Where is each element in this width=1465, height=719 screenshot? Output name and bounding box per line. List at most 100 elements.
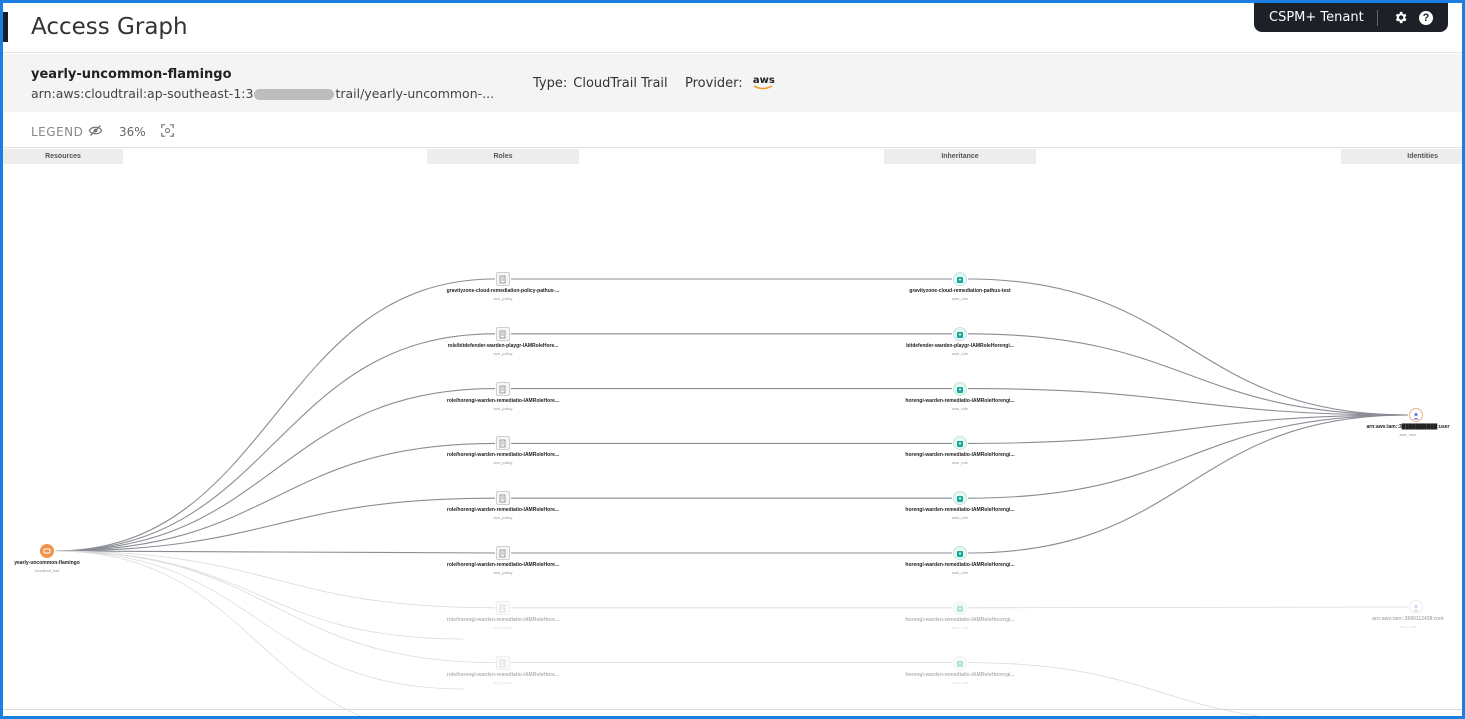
node-type: iam_policy	[493, 460, 513, 466]
edge-resource-role	[54, 550, 362, 716]
top-bar: Access Graph CSPM+ Tenant ?	[3, 3, 1462, 53]
divider	[1377, 9, 1378, 26]
role-node-icon[interactable]	[953, 546, 967, 560]
node-type: aws_role	[951, 296, 968, 301]
node-type: aws_root	[1399, 624, 1417, 629]
user-node-icon[interactable]	[1409, 408, 1423, 422]
resource-node-label: yearly-uncommon-flamingo cloudtrail_trail	[3, 560, 117, 573]
policy-node-icon[interactable]	[496, 491, 510, 506]
edge-resource-role	[54, 550, 496, 663]
node-name: horengi-warden-remediatio-IAMRoleHorengi…	[905, 562, 1015, 568]
inheritance-node-label: horengi-warden-remediatio-IAMRoleHorengi…	[890, 672, 1030, 685]
column-header-roles: Roles	[427, 149, 579, 164]
policy-node-icon[interactable]	[496, 600, 510, 615]
node-type: iam_policy	[493, 570, 513, 575]
edge-inheritance-identity	[967, 414, 1409, 499]
edge-inheritance-identity	[967, 333, 1409, 416]
node-name: role/horengi-warden-remediatio-IAMRoleHo…	[446, 507, 560, 514]
role-node-icon[interactable]	[953, 326, 967, 341]
role-node-label: role/horengi-warden-remediatio-IAMRoleHo…	[433, 452, 573, 465]
node-type: aws_role	[951, 515, 968, 521]
redacted-block	[254, 89, 335, 100]
resource-type: Type: CloudTrail Trail	[533, 76, 668, 91]
policy-node-icon[interactable]	[496, 381, 510, 396]
node-name: role/horengi-warden-remediatio-IAMRoleHo…	[446, 616, 560, 623]
node-name: role/horengi-warden-remediatio-IAMRoleHo…	[446, 452, 560, 459]
policy-node-icon[interactable]	[496, 655, 510, 670]
resource-name: yearly-uncommon-flamingo	[31, 67, 232, 82]
node-name: horengi-warden-remediatio-IAMRoleHorengi…	[905, 616, 1015, 623]
role-node-icon[interactable]	[953, 272, 967, 286]
role-node-label: role/horengi-warden-remediatio-IAMRoleHo…	[433, 617, 573, 630]
node-name: gravityzone-cloud-remediation-policy-pat…	[446, 288, 560, 294]
edge-resource-role	[54, 550, 464, 640]
role-node-label: role/horengi-warden-remediatio-IAMRoleHo…	[433, 562, 573, 575]
node-type: iam_policy	[493, 405, 513, 411]
cloudtrail-node-icon[interactable]	[40, 544, 54, 558]
node-name: horengi-warden-remediatio-IAMRoleHorengi…	[905, 671, 1015, 678]
role-node-label: role/bitdefender-warden-playgr-IAMRoleHo…	[433, 343, 573, 356]
inheritance-node-label: horengi-warden-remediatio-IAMRoleHorengi…	[890, 562, 1030, 575]
node-type: iam_policy	[493, 515, 513, 521]
node-name: horengi-warden-remediatio-IAMRoleHorengi…	[905, 507, 1015, 514]
role-node-icon[interactable]	[953, 600, 967, 615]
inheritance-node-label: horengi-warden-remediatio-IAMRoleHorengi…	[890, 617, 1030, 630]
resource-info-panel: yearly-uncommon-flamingo arn:aws:cloudtr…	[3, 54, 1462, 112]
node-name: role/horengi-warden-remediatio-IAMRoleHo…	[446, 562, 560, 568]
node-name: role/horengi-warden-remediatio-IAMRoleHo…	[446, 671, 560, 678]
graph-toolbar: LEGEND 36%	[3, 113, 1462, 148]
policy-node-icon[interactable]	[496, 546, 510, 560]
node-name: yearly-uncommon-flamingo	[14, 560, 80, 566]
inheritance-node-label: horengi-warden-remediatio-IAMRoleHorengi…	[890, 398, 1030, 411]
role-node-icon[interactable]	[953, 381, 967, 396]
policy-node-icon[interactable]	[496, 272, 510, 286]
edge-resource-role	[54, 278, 496, 552]
edge-inheritance-identity	[967, 388, 1409, 416]
column-header-identities: Identities	[1341, 149, 1462, 164]
node-type: aws_role	[951, 350, 968, 356]
node-name: horengi-warden-remediatio-IAMRoleHorengi…	[905, 452, 1015, 459]
role-node-label: role/horengi-warden-remediatio-IAMRoleHo…	[433, 398, 573, 411]
node-type: iam_policy	[493, 624, 513, 630]
help-icon[interactable]: ?	[1419, 10, 1433, 25]
user-node-icon[interactable]	[1409, 600, 1423, 614]
policy-node-icon[interactable]	[496, 326, 510, 341]
node-type: iam_policy	[493, 350, 513, 356]
node-name: role/bitdefender-warden-playgr-IAMRoleHo…	[447, 342, 559, 349]
node-type: aws_role	[951, 624, 968, 630]
role-node-icon[interactable]	[953, 491, 967, 506]
inheritance-node-label: gravityzone-cloud-remediation-pathus-tes…	[890, 288, 1030, 301]
graph-bottom-divider	[3, 709, 1462, 710]
tenant-selector[interactable]: CSPM+ Tenant	[1269, 10, 1364, 25]
eye-off-icon[interactable]	[88, 124, 103, 142]
node-name: role/horengi-warden-remediatio-IAMRoleHo…	[446, 397, 560, 404]
node-name: gravityzone-cloud-remediation-pathus-tes…	[909, 288, 1011, 294]
arn-prefix: arn:aws:cloudtrail:ap-southeast-1:3	[31, 86, 254, 101]
edge-resource-role	[54, 550, 496, 609]
node-type: iam_policy	[493, 296, 513, 301]
edge-resource-role	[54, 497, 496, 552]
aws-logo: aws	[753, 75, 775, 90]
edge-inheritance-identity	[967, 606, 1409, 609]
role-node-label: role/horengi-warden-remediatio-IAMRoleHo…	[433, 507, 573, 520]
policy-node-icon[interactable]	[496, 436, 510, 451]
inheritance-node-label: horengi-warden-remediatio-IAMRoleHorengi…	[890, 452, 1030, 465]
zoom-level: 36%	[119, 125, 146, 139]
node-type: iam_policy	[493, 679, 513, 685]
access-graph-canvas[interactable]: Resources Roles Inheritance Identities y…	[3, 149, 1462, 716]
legend-toggle[interactable]: LEGEND	[31, 125, 84, 139]
resource-arn: arn:aws:cloudtrail:ap-southeast-1:3 trail…	[31, 86, 494, 101]
edge-resource-role	[54, 333, 496, 552]
gear-icon[interactable]	[1392, 10, 1408, 26]
fit-screen-icon[interactable]	[161, 124, 174, 142]
resource-provider: Provider: aws	[685, 75, 775, 91]
column-header-resources: Resources	[3, 149, 123, 164]
edge-resource-role	[54, 388, 496, 552]
node-type: cloudtrail_trail	[34, 568, 60, 573]
edge-resource-role	[54, 550, 464, 690]
provider-label: Provider:	[685, 76, 743, 91]
role-node-icon[interactable]	[953, 655, 967, 670]
role-node-icon[interactable]	[953, 436, 967, 451]
node-type: aws_user	[1399, 432, 1417, 437]
arn-suffix: trail/yearly-uncommon-...	[335, 86, 495, 101]
